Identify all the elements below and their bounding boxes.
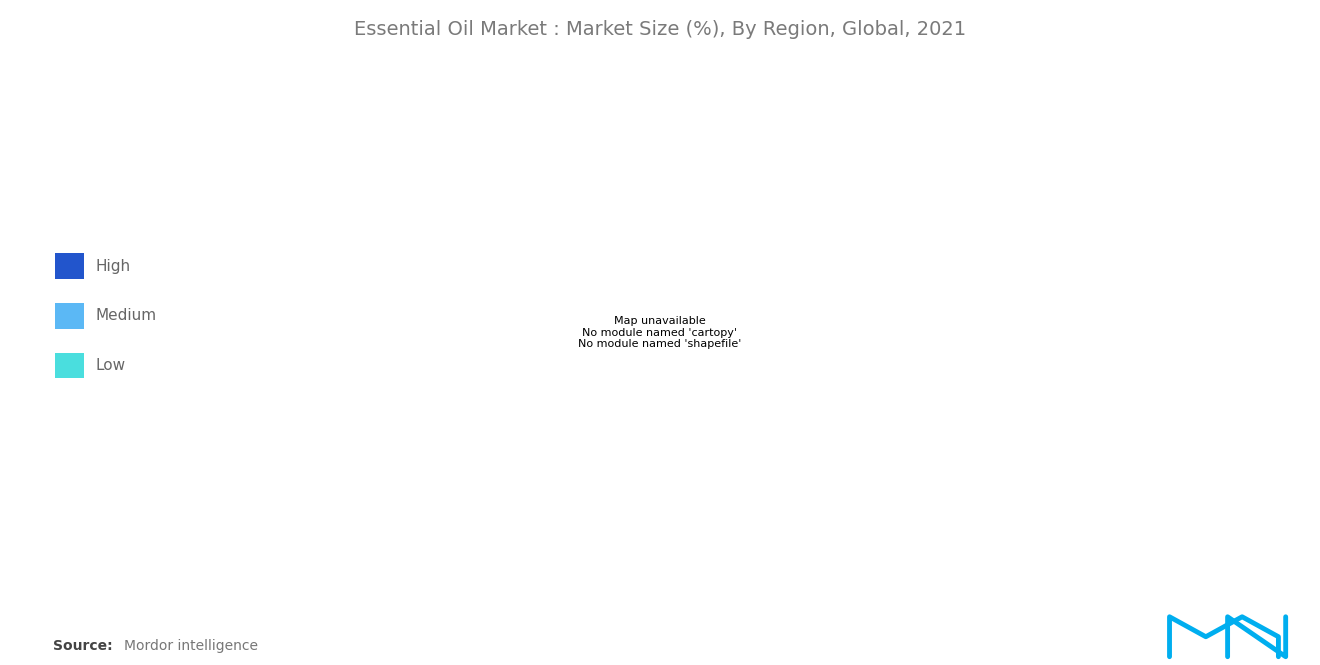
Text: Mordor intelligence: Mordor intelligence (124, 639, 259, 654)
Text: High: High (95, 259, 131, 273)
Text: Source:: Source: (53, 639, 112, 654)
Text: Medium: Medium (95, 309, 156, 323)
Text: Low: Low (95, 358, 125, 373)
Text: Map unavailable
No module named 'cartopy'
No module named 'shapefile': Map unavailable No module named 'cartopy… (578, 316, 742, 349)
Text: Essential Oil Market : Market Size (%), By Region, Global, 2021: Essential Oil Market : Market Size (%), … (354, 20, 966, 39)
